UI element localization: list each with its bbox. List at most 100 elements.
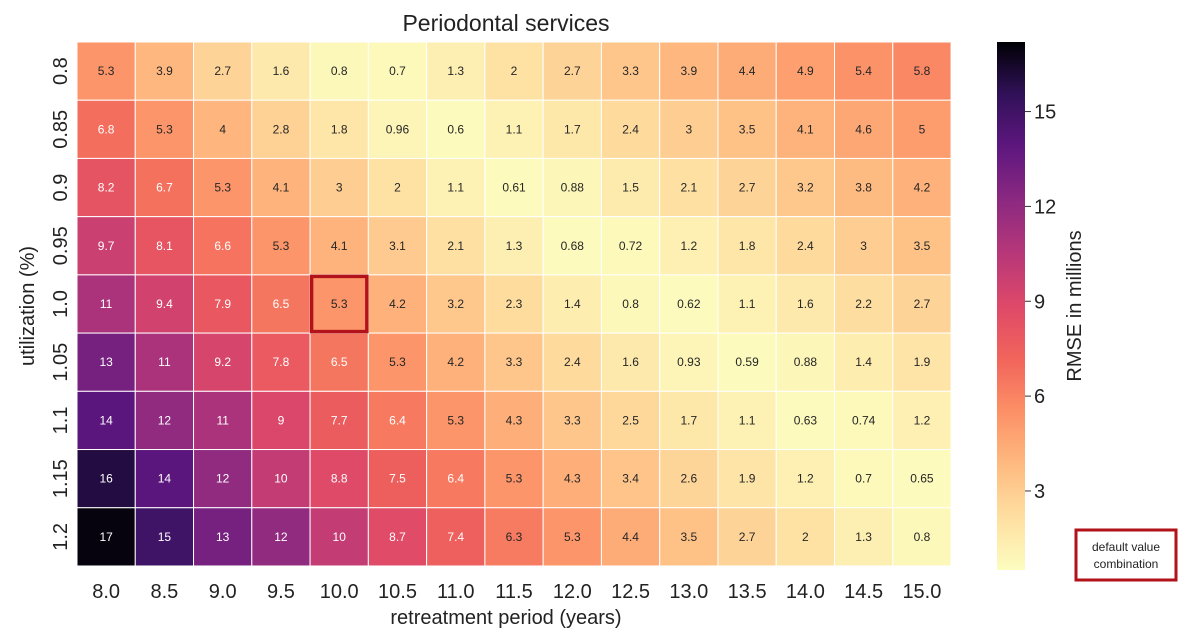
cell-value-label: 0.62 <box>677 297 701 311</box>
heatmap-cell <box>367 157 428 218</box>
heatmap-cell <box>367 41 428 101</box>
cell-value-label: 6.4 <box>447 472 464 486</box>
cell-value-label: 4.2 <box>389 297 406 311</box>
heatmap-cell <box>542 274 602 334</box>
cell-value-label: 8.2 <box>98 181 115 195</box>
cell-value-label: 2.4 <box>564 355 581 369</box>
x-tick-label: 9.0 <box>209 581 237 603</box>
heatmap-cell <box>542 216 602 276</box>
cell-value-label: 9.2 <box>214 355 231 369</box>
heatmap-cell <box>134 216 195 276</box>
y-tick-label: 1.2 <box>50 523 72 551</box>
cell-value-label: 3 <box>685 122 692 136</box>
cell-value-label: 4.1 <box>797 122 814 136</box>
heatmap-cell <box>775 157 836 218</box>
cell-value-label: 4.9 <box>797 64 814 78</box>
cell-value-label: 4.3 <box>564 472 581 486</box>
heatmap-cell <box>659 507 719 567</box>
cell-value-label: 1.5 <box>622 181 639 195</box>
cell-value-label: 17 <box>99 530 113 544</box>
cell-value-label: 0.93 <box>677 355 701 369</box>
heatmap-cell <box>76 99 136 159</box>
x-tick-label: 14.5 <box>844 581 883 603</box>
heatmap-cell <box>134 99 195 159</box>
cell-value-label: 0.59 <box>735 355 759 369</box>
heatmap-cell <box>542 507 602 567</box>
heatmap-cell <box>484 507 544 567</box>
cell-value-label: 5.3 <box>506 472 523 486</box>
y-tick-label: 0.95 <box>50 226 72 265</box>
heatmap-cell <box>309 99 369 159</box>
cell-value-label: 5.3 <box>273 239 290 253</box>
cell-value-label: 5.3 <box>564 530 581 544</box>
heatmap-cell <box>717 274 777 334</box>
cell-value-label: 2.7 <box>914 297 931 311</box>
cell-value-label: 3.5 <box>680 530 697 544</box>
cell-value-label: 9.4 <box>156 297 173 311</box>
cell-value-label: 6.5 <box>331 355 348 369</box>
heatmap-cell <box>892 449 952 509</box>
cell-value-label: 5.3 <box>447 413 464 427</box>
cell-value-label: 1.3 <box>447 64 464 78</box>
heatmap-cells: 5.3 3.9 2.7 1.6 0.8 0.7 1.3 2 2.7 3.3 3.9 4.4 4.9 5.4… <box>76 41 952 567</box>
cell-value-label: 0.7 <box>855 472 872 486</box>
cell-value-label: 9.7 <box>98 239 115 253</box>
heatmap-cell <box>76 332 136 392</box>
cell-value-label: 0.63 <box>794 413 818 427</box>
cell-value-label: 3 <box>336 181 343 195</box>
heatmap-cell <box>775 99 836 159</box>
heatmap-cell <box>426 449 486 509</box>
heatmap-cell <box>717 390 777 451</box>
cell-value-label: 0.96 <box>386 122 410 136</box>
cell-value-label: 3.2 <box>797 181 814 195</box>
cell-value-label: 0.74 <box>852 413 876 427</box>
y-tick-label: 1.1 <box>50 407 72 435</box>
x-axis-label: retreatment period (years) <box>390 607 621 629</box>
heatmap-cell <box>134 332 195 392</box>
heatmap-cell <box>775 449 836 509</box>
heatmap-cell <box>251 332 311 392</box>
cell-value-label: 2.2 <box>855 297 872 311</box>
heatmap-cell <box>76 390 136 451</box>
heatmap-cell <box>76 216 136 276</box>
colorbar-tick-label: 9 <box>1034 291 1045 313</box>
cell-value-label: 1.9 <box>739 472 756 486</box>
heatmap-cell <box>834 99 894 159</box>
heatmap-cell <box>600 274 661 334</box>
cell-value-label: 14 <box>99 413 113 427</box>
heatmap-cell <box>76 274 136 334</box>
y-axis-ticks: 0.8 0.85 0.9 0.95 1.0 1.05 1.1 1.15 1.2 <box>50 57 72 551</box>
heatmap-cell <box>834 332 894 392</box>
heatmap-cell <box>717 41 777 101</box>
cell-value-label: 2.7 <box>214 64 231 78</box>
heatmap-cell <box>484 41 544 101</box>
cell-value-label: 0.61 <box>502 181 526 195</box>
heatmap-cell <box>600 216 661 276</box>
heatmap-cell <box>542 390 602 451</box>
cell-value-label: 2 <box>394 181 401 195</box>
legend-label-line-1: default value <box>1092 540 1160 554</box>
heatmap-cell <box>775 390 836 451</box>
heatmap-cell <box>892 390 952 451</box>
cell-value-label: 1.2 <box>797 472 814 486</box>
cell-value-label: 5.3 <box>156 122 173 136</box>
cell-value-label: 3.9 <box>680 64 697 78</box>
heatmap-cell <box>600 507 661 567</box>
cell-value-label: 1.1 <box>739 297 756 311</box>
cell-value-label: 12 <box>274 530 288 544</box>
cell-value-label: 1.4 <box>564 297 581 311</box>
y-tick-label: 1.05 <box>50 343 72 382</box>
x-tick-label: 15.0 <box>902 581 941 603</box>
cell-value-label: 0.8 <box>331 64 348 78</box>
heatmap-cell <box>251 274 311 334</box>
heatmap-cell <box>659 449 719 509</box>
cell-value-label: 16 <box>99 472 113 486</box>
cell-value-label: 0.6 <box>447 122 464 136</box>
heatmap-cell <box>775 332 836 392</box>
y-tick-label: 0.8 <box>50 57 72 85</box>
heatmap-cell <box>426 274 486 334</box>
chart-title: Periodontal services <box>402 10 609 36</box>
cell-value-label: 6.3 <box>506 530 523 544</box>
cell-value-label: 3.3 <box>622 64 639 78</box>
heatmap-cell <box>834 449 894 509</box>
